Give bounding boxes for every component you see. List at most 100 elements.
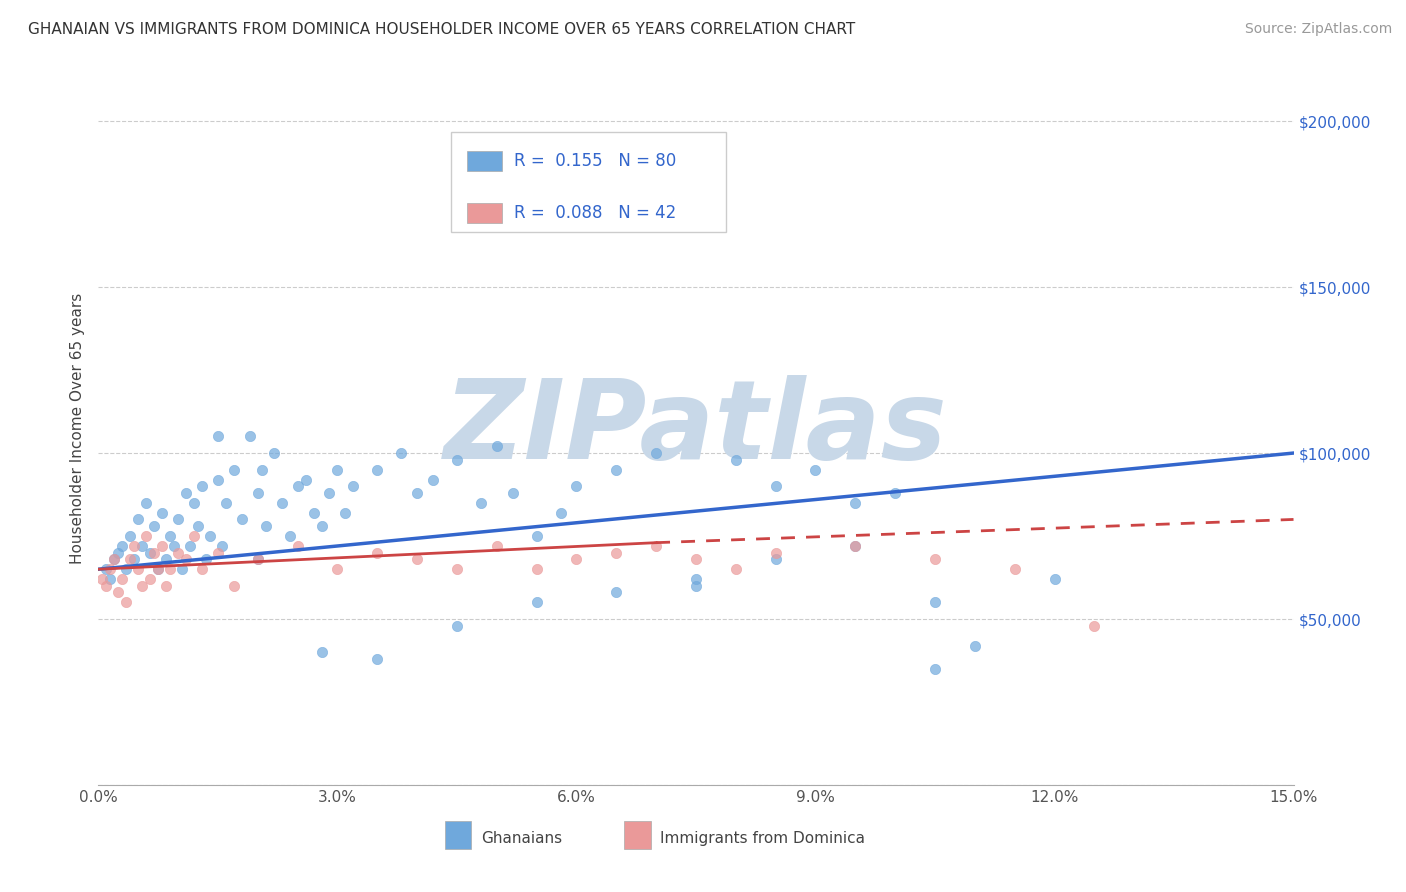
Point bbox=[135, 529, 157, 543]
Point bbox=[115, 595, 138, 609]
Point bbox=[526, 562, 548, 576]
Point bbox=[924, 595, 946, 609]
Point bbox=[605, 463, 627, 477]
Point bbox=[191, 562, 214, 576]
Point bbox=[131, 579, 153, 593]
Point bbox=[724, 452, 747, 467]
Point bbox=[239, 429, 262, 443]
Point bbox=[111, 572, 134, 586]
Point bbox=[131, 539, 153, 553]
Point bbox=[148, 562, 170, 576]
Point bbox=[645, 539, 668, 553]
Point bbox=[107, 546, 129, 560]
Point bbox=[685, 552, 707, 566]
Point bbox=[159, 529, 181, 543]
Point bbox=[1004, 562, 1026, 576]
Point bbox=[335, 506, 357, 520]
Point bbox=[342, 479, 364, 493]
Point bbox=[155, 552, 177, 566]
Point bbox=[124, 552, 146, 566]
Bar bbox=[467, 203, 502, 223]
Point bbox=[198, 529, 221, 543]
Point bbox=[127, 512, 149, 526]
Bar bbox=[467, 152, 502, 171]
Text: Immigrants from Dominica: Immigrants from Dominica bbox=[661, 831, 865, 846]
Point bbox=[844, 496, 866, 510]
Point bbox=[884, 486, 907, 500]
Point bbox=[222, 463, 245, 477]
Point bbox=[207, 429, 229, 443]
Point bbox=[924, 662, 946, 676]
Point bbox=[120, 552, 142, 566]
Point bbox=[685, 572, 707, 586]
Point bbox=[135, 496, 157, 510]
Bar bbox=[624, 821, 651, 849]
Point bbox=[326, 562, 349, 576]
Text: Ghanaians: Ghanaians bbox=[481, 831, 562, 846]
Point bbox=[605, 546, 627, 560]
Point bbox=[366, 463, 388, 477]
Point bbox=[167, 546, 190, 560]
Point bbox=[485, 539, 508, 553]
Point bbox=[724, 562, 747, 576]
Point bbox=[183, 496, 205, 510]
Point bbox=[254, 519, 277, 533]
Point bbox=[231, 512, 253, 526]
Point bbox=[924, 552, 946, 566]
Point bbox=[270, 496, 292, 510]
Point bbox=[565, 552, 588, 566]
Point bbox=[326, 463, 349, 477]
Point bbox=[246, 552, 269, 566]
Point bbox=[446, 562, 468, 576]
Point bbox=[215, 496, 238, 510]
Point bbox=[422, 473, 444, 487]
Point bbox=[222, 579, 245, 593]
Point bbox=[103, 552, 125, 566]
Point bbox=[167, 512, 190, 526]
Text: R =  0.155   N = 80: R = 0.155 N = 80 bbox=[515, 153, 676, 170]
Point bbox=[526, 595, 548, 609]
Point bbox=[470, 496, 492, 510]
Point bbox=[963, 639, 986, 653]
Point bbox=[526, 529, 548, 543]
Point bbox=[211, 539, 233, 553]
Point bbox=[115, 562, 138, 576]
Point bbox=[174, 486, 197, 500]
Point bbox=[96, 579, 118, 593]
Text: ZIPatlas: ZIPatlas bbox=[444, 375, 948, 482]
Point bbox=[246, 552, 269, 566]
Bar bbox=[446, 821, 471, 849]
Point bbox=[250, 463, 273, 477]
Point bbox=[1043, 572, 1066, 586]
Point bbox=[191, 479, 214, 493]
Point bbox=[187, 519, 209, 533]
Point bbox=[163, 539, 186, 553]
Point bbox=[844, 539, 866, 553]
Point bbox=[366, 652, 388, 666]
Text: R =  0.088   N = 42: R = 0.088 N = 42 bbox=[515, 204, 676, 222]
Point bbox=[174, 552, 197, 566]
Point bbox=[311, 519, 333, 533]
Point bbox=[183, 529, 205, 543]
Point bbox=[98, 562, 122, 576]
Point bbox=[111, 539, 134, 553]
Point bbox=[124, 539, 146, 553]
Point bbox=[685, 579, 707, 593]
Point bbox=[139, 572, 162, 586]
Point bbox=[294, 473, 316, 487]
Point bbox=[246, 486, 269, 500]
Point bbox=[278, 529, 301, 543]
Point bbox=[159, 562, 181, 576]
Point bbox=[765, 479, 787, 493]
Point bbox=[150, 539, 173, 553]
Point bbox=[150, 506, 173, 520]
Point bbox=[302, 506, 325, 520]
Point bbox=[107, 585, 129, 599]
Point bbox=[127, 562, 149, 576]
Point bbox=[120, 529, 142, 543]
Point bbox=[311, 645, 333, 659]
Point bbox=[406, 552, 429, 566]
Point bbox=[765, 546, 787, 560]
FancyBboxPatch shape bbox=[451, 132, 725, 232]
Point bbox=[263, 446, 285, 460]
